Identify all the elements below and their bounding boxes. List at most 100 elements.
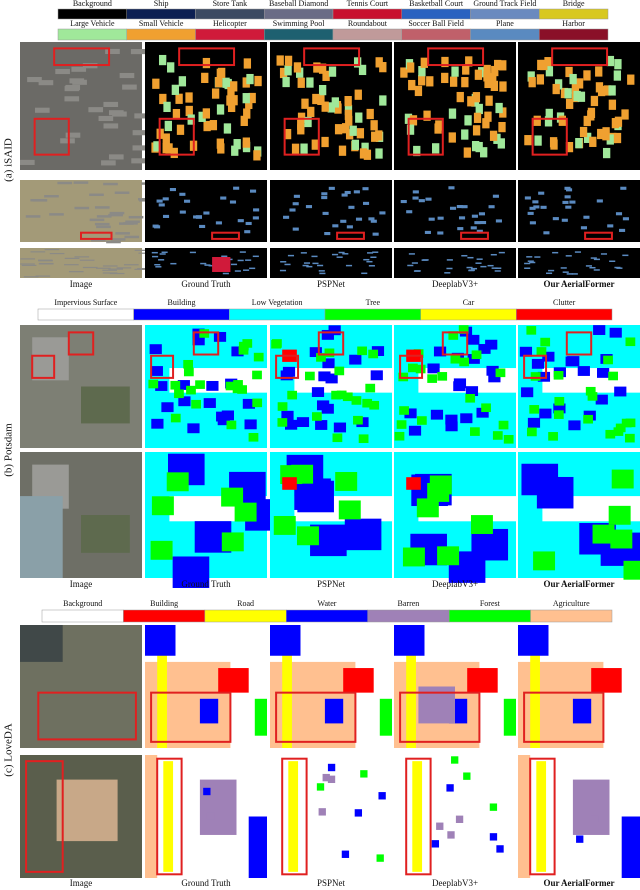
region bbox=[610, 529, 633, 549]
region bbox=[608, 85, 616, 96]
region bbox=[152, 255, 159, 258]
region bbox=[518, 755, 531, 878]
column-label: PSPNet bbox=[317, 579, 346, 589]
region bbox=[580, 226, 588, 230]
region bbox=[158, 54, 167, 66]
region bbox=[409, 115, 418, 126]
region bbox=[367, 252, 374, 254]
region bbox=[375, 148, 383, 159]
legend-swatch bbox=[57, 8, 127, 20]
region bbox=[115, 232, 130, 235]
region bbox=[625, 337, 636, 347]
region bbox=[282, 477, 297, 490]
region bbox=[229, 200, 237, 204]
region bbox=[495, 219, 502, 223]
region bbox=[322, 70, 330, 81]
region bbox=[315, 420, 328, 430]
region bbox=[242, 137, 251, 148]
region bbox=[595, 66, 603, 77]
region bbox=[277, 402, 288, 411]
region bbox=[370, 219, 377, 223]
region bbox=[69, 78, 85, 84]
region bbox=[545, 66, 554, 77]
region bbox=[527, 260, 534, 262]
region bbox=[346, 225, 353, 229]
region bbox=[159, 253, 166, 255]
region bbox=[96, 225, 111, 229]
region bbox=[244, 419, 257, 430]
region bbox=[437, 546, 460, 566]
region bbox=[302, 264, 309, 267]
region bbox=[44, 248, 60, 251]
region bbox=[614, 59, 622, 70]
region bbox=[331, 253, 339, 256]
region bbox=[322, 211, 329, 215]
region bbox=[184, 199, 191, 203]
region bbox=[273, 515, 296, 535]
region bbox=[35, 275, 51, 277]
region bbox=[279, 269, 287, 272]
region bbox=[565, 141, 574, 153]
region bbox=[317, 264, 324, 267]
region bbox=[321, 192, 328, 196]
segmentation-map bbox=[518, 42, 640, 170]
region bbox=[234, 502, 257, 522]
region bbox=[90, 238, 106, 242]
panel bbox=[20, 452, 142, 578]
region bbox=[542, 351, 555, 362]
region bbox=[289, 208, 296, 212]
region bbox=[445, 414, 458, 425]
region bbox=[242, 77, 250, 88]
region bbox=[96, 215, 112, 218]
region bbox=[406, 62, 415, 73]
region bbox=[366, 108, 374, 120]
region bbox=[406, 210, 413, 214]
legend-label: Water bbox=[318, 599, 337, 608]
region bbox=[609, 260, 616, 262]
region bbox=[461, 205, 468, 209]
region bbox=[404, 408, 417, 419]
panel bbox=[270, 625, 392, 748]
legend-label: Large Vehicle bbox=[70, 19, 115, 28]
region bbox=[178, 76, 187, 87]
region bbox=[362, 398, 373, 408]
legend-swatch bbox=[324, 308, 421, 321]
region bbox=[357, 346, 367, 356]
region bbox=[98, 115, 114, 122]
panel bbox=[145, 42, 267, 170]
region bbox=[245, 221, 252, 226]
region bbox=[536, 347, 547, 356]
region bbox=[183, 359, 194, 369]
region bbox=[319, 272, 326, 275]
region bbox=[577, 91, 586, 102]
highlight-box bbox=[336, 231, 365, 240]
region bbox=[57, 181, 73, 185]
region bbox=[225, 381, 236, 391]
region bbox=[103, 182, 118, 186]
column-label: Image bbox=[70, 579, 93, 589]
region bbox=[569, 200, 576, 204]
region bbox=[223, 123, 232, 134]
region bbox=[562, 271, 569, 273]
panel bbox=[518, 42, 640, 170]
region bbox=[297, 480, 334, 513]
region bbox=[56, 779, 118, 842]
region bbox=[537, 371, 551, 382]
region bbox=[471, 350, 482, 360]
region bbox=[321, 136, 329, 148]
region bbox=[164, 120, 172, 132]
region bbox=[602, 147, 611, 159]
region bbox=[533, 551, 556, 571]
legend-swatch bbox=[123, 609, 206, 623]
region bbox=[151, 418, 164, 429]
region bbox=[249, 267, 256, 270]
region bbox=[30, 251, 46, 253]
region bbox=[412, 196, 419, 200]
panel bbox=[270, 325, 392, 448]
column-label: Ground Truth bbox=[181, 579, 231, 589]
column-label: DeeplabV3+ bbox=[432, 579, 478, 589]
region bbox=[478, 344, 491, 354]
region bbox=[615, 212, 623, 216]
region bbox=[309, 347, 322, 358]
region bbox=[529, 405, 540, 414]
